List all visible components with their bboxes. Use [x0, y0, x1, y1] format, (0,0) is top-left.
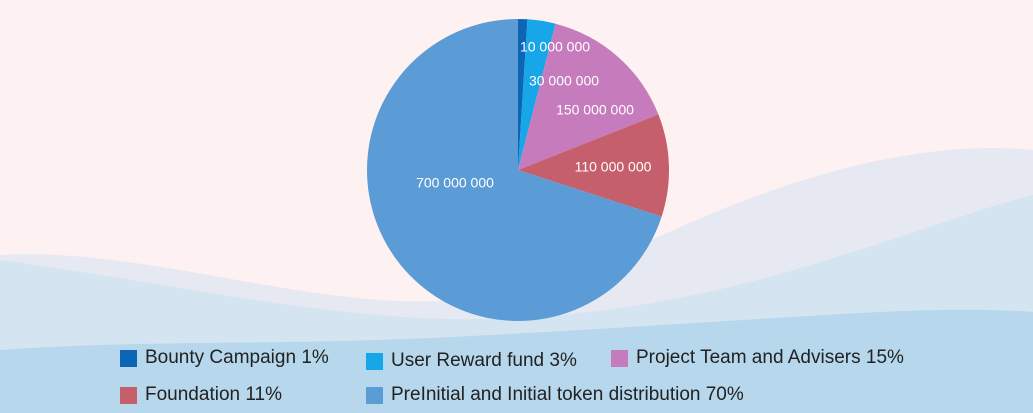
pie-slice — [518, 23, 659, 170]
slice-value-label: 150 000 000 — [556, 102, 634, 118]
wave-front — [0, 309, 1033, 413]
slice-value-label: 110 000 000 — [575, 159, 652, 175]
pie-slice — [518, 19, 528, 170]
slice-value-label: 10 000 000 — [520, 39, 590, 55]
slice-value-label: 30 000 000 — [529, 73, 599, 89]
pie-slice — [518, 19, 556, 170]
pie-slice — [366, 19, 662, 321]
pie-slice — [518, 114, 670, 217]
slice-value-label: 700 000 000 — [416, 175, 494, 191]
